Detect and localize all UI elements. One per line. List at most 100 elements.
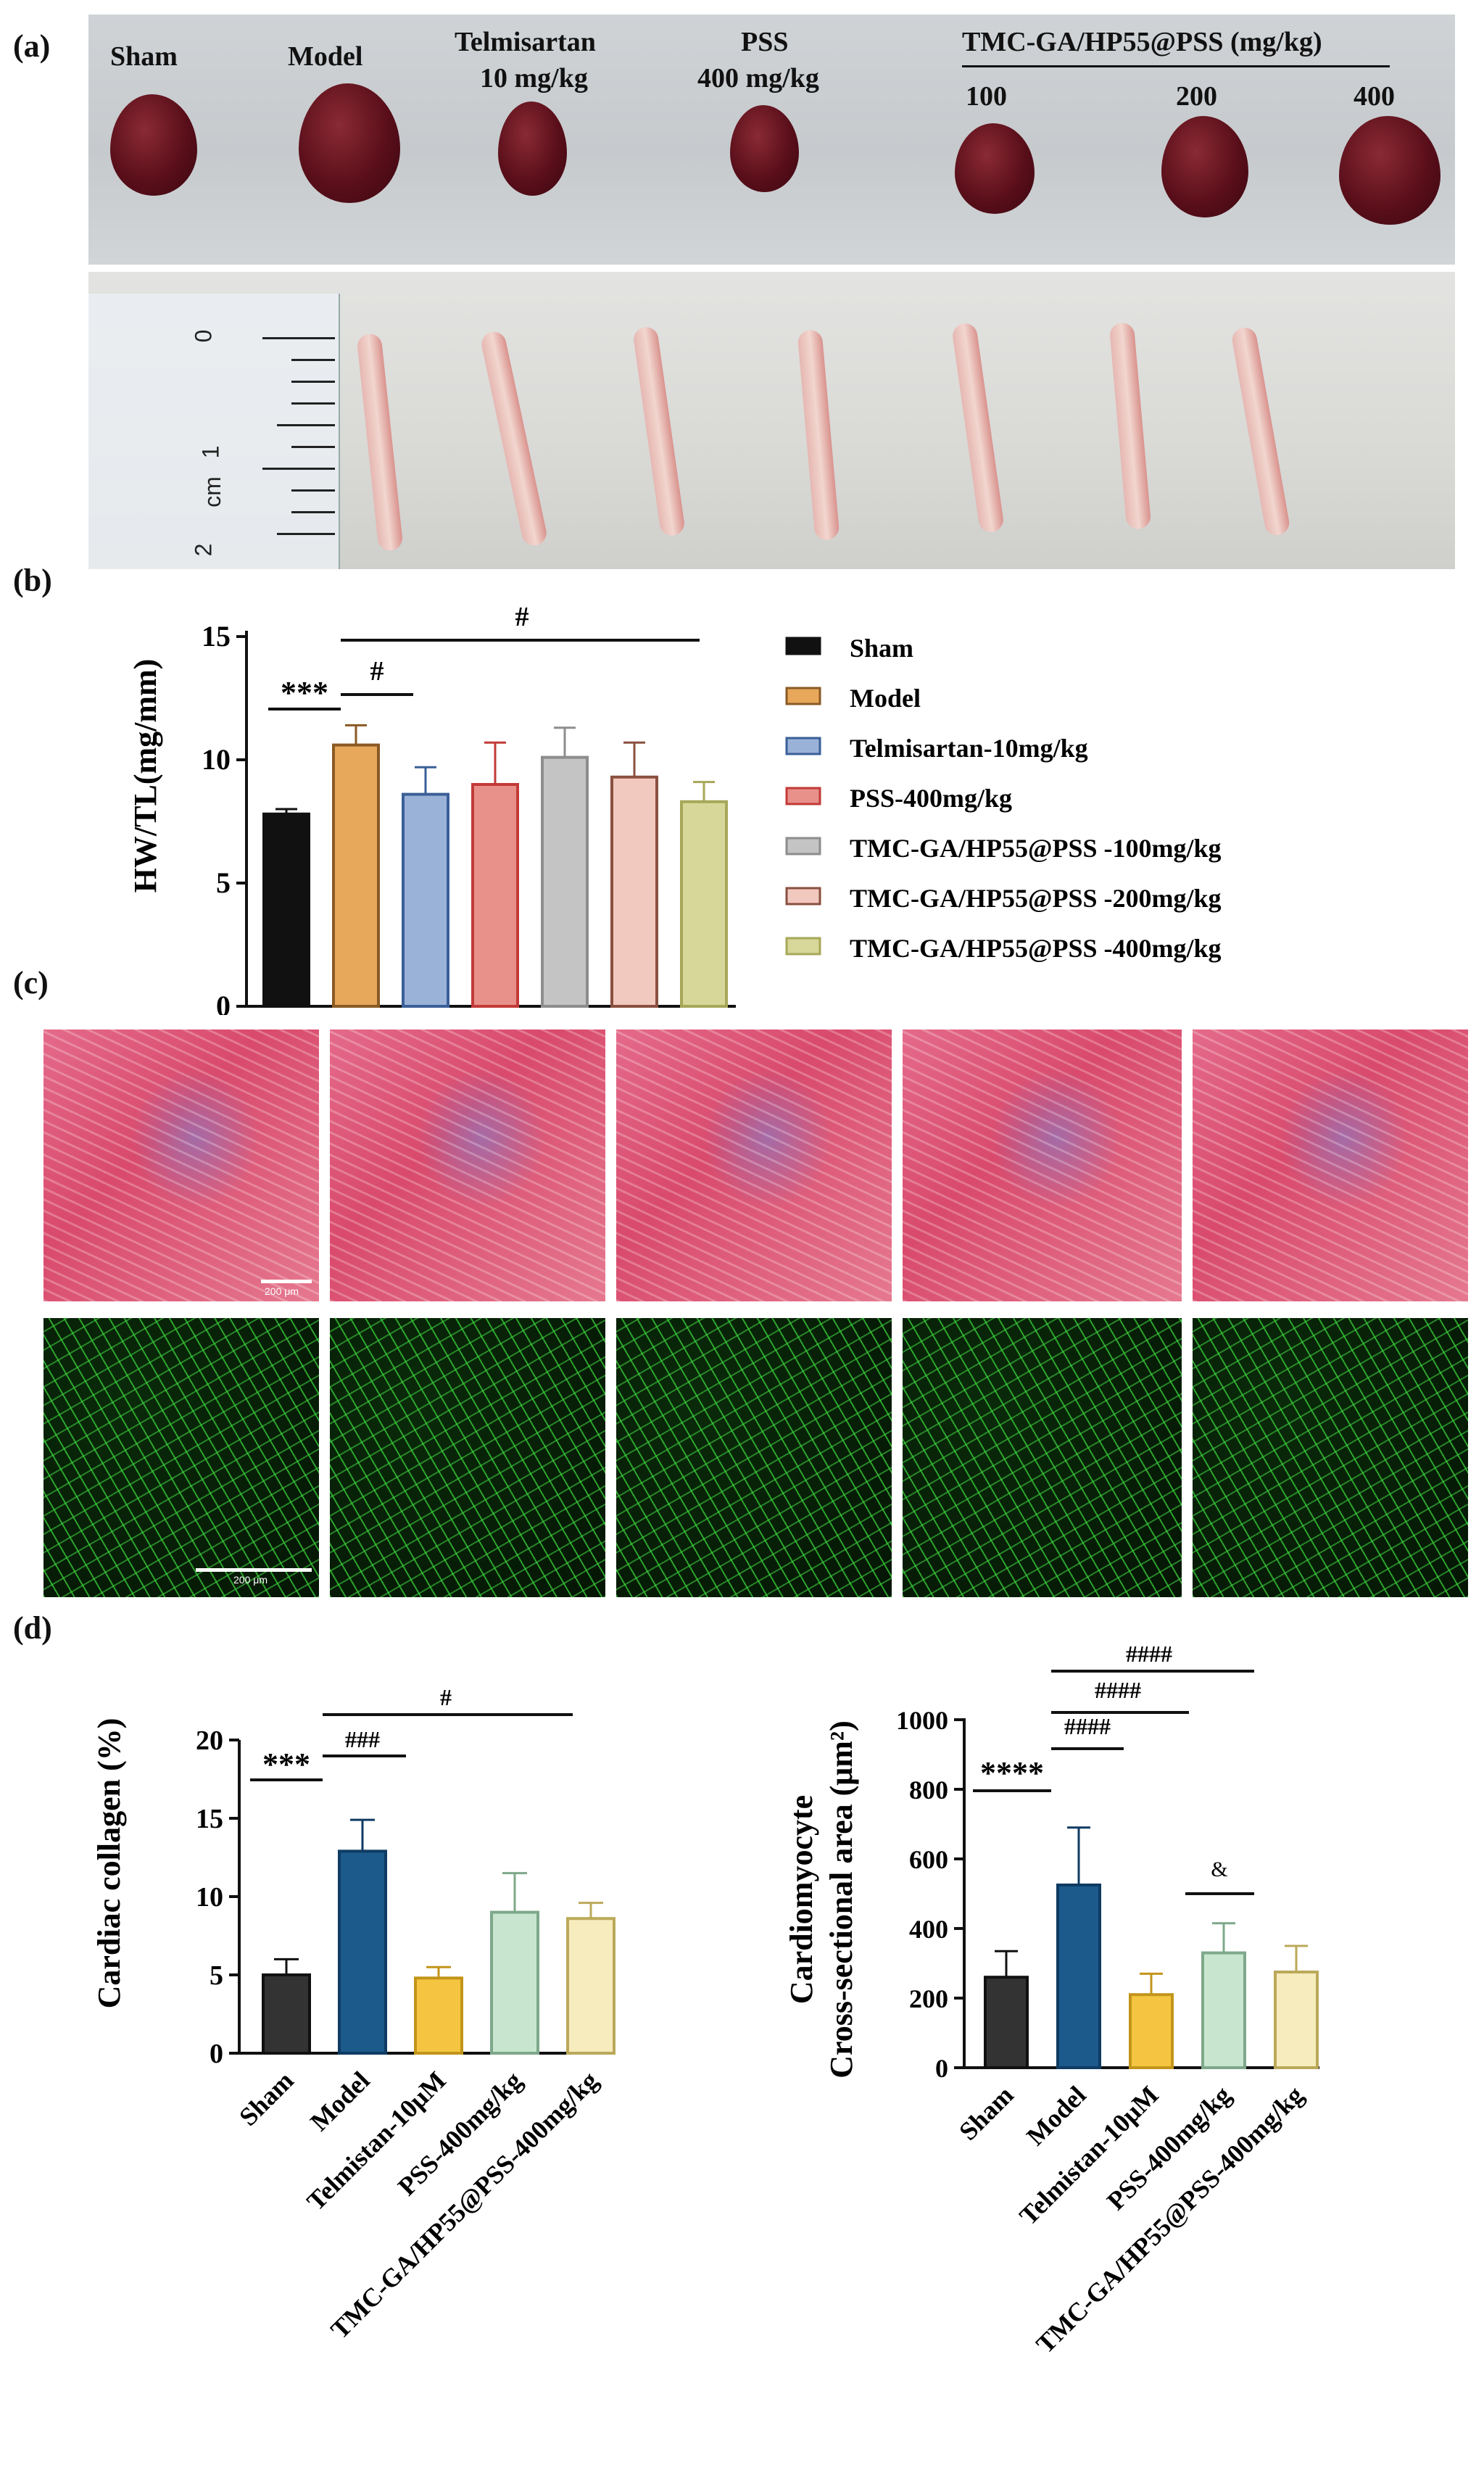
masson-micrograph-4: [903, 1030, 1182, 1301]
x-tick-label-model: Model: [304, 2066, 376, 2137]
heart-sham: [110, 94, 197, 196]
heart-tmc400: [1339, 116, 1441, 225]
legend-swatch-sham: [785, 637, 821, 655]
bar-tmc-ga-hp55-pss-400mg-kg: [566, 1917, 615, 2055]
bar-telmistan-10-m: [1129, 1993, 1174, 2070]
ruler-tick: [277, 424, 335, 426]
heart-pss: [730, 105, 799, 192]
label-telmisartan-1: Telmisartan: [455, 27, 596, 57]
scale-bar: [196, 1568, 312, 1572]
tibia-sham: [356, 333, 404, 552]
legend-swatch-tmc-ga-hp55-pss-200mg-kg: [785, 887, 821, 906]
y-tick-label: 800: [909, 1776, 948, 1805]
cardiac-collagen-bar-chart: Cardiac collagen (%) 0 5 10 15 20 Sham ModelT…: [91, 1684, 615, 2345]
label-model: Model: [288, 41, 363, 72]
y-tick-label: 200: [909, 1984, 948, 2013]
bar-sham: [984, 1976, 1029, 2070]
bar-tmc-ga-hp55-pss-100mg-kg: [541, 755, 589, 1008]
panel-label-a: (a): [13, 28, 51, 64]
ruler-tick: [291, 489, 335, 492]
sig-text-model-tmc400: #: [515, 602, 529, 632]
legend-label-sham: Sham: [850, 634, 913, 663]
scale-bar: [261, 1280, 312, 1283]
masson-micrograph-5: [1193, 1030, 1468, 1301]
legend-swatch-pss-400mg-kg: [785, 787, 821, 805]
hw-tl-bar-chart: HW/TL(mg/mm) 0 5 10 15 *** # # Sham Model Tel…: [128, 602, 1222, 1015]
y-tick-label: 5: [210, 1960, 223, 1991]
y-axis-label-line2: Cross-sectional area (μm²): [824, 1720, 859, 2079]
sig-text-model-tmc: ####: [1126, 1646, 1172, 1667]
y-axis-label: HW/TL(mg/mm): [128, 659, 163, 893]
wga-micrograph-1: 200 μm: [43, 1318, 319, 1597]
heart-model: [299, 83, 400, 203]
label-sham: Sham: [110, 41, 178, 72]
legend-label-tmc-ga-hp55-pss-100mg-kg: TMC-GA/HP55@PSS -100mg/kg: [850, 834, 1222, 863]
masson-micrograph-2: [330, 1030, 605, 1301]
y-axis-label: Cardiac collagen (%): [91, 1718, 127, 2009]
legend-label-pss-400mg-kg: PSS-400mg/kg: [850, 784, 1012, 813]
heart-telmisartan: [498, 102, 567, 196]
sig-text-model-telmi: ####: [1064, 1713, 1111, 1739]
y-tick-label: 400: [909, 1915, 948, 1944]
ruler-tick: [262, 468, 335, 470]
y-axis-label-line1: Cardiomyocyte: [784, 1795, 819, 2004]
bar-tmc-ga-hp55-pss-200mg-kg: [610, 775, 658, 1008]
x-tick-label-telmistan-10-m: Telmistan-10μM: [301, 2066, 451, 2216]
ruler: 0 1 cm 2: [88, 294, 340, 569]
sig-text-sham-model: ***: [281, 675, 328, 710]
ruler-tick: [291, 402, 335, 405]
tibia-tmc400: [1230, 326, 1291, 537]
legend-label-tmc-ga-hp55-pss-400mg-kg: TMC-GA/HP55@PSS -400mg/kg: [850, 934, 1222, 963]
panel-label-d: (d): [13, 1610, 52, 1646]
masson-micrograph-1: 200 μm: [43, 1030, 319, 1301]
y-tick-label: 0: [216, 990, 231, 1015]
bar-pss-400mg-kg: [471, 783, 519, 1008]
heart-tmc200: [1161, 116, 1248, 218]
panel-label-b: (b): [13, 563, 52, 598]
label-dose-200: 200: [1176, 81, 1217, 112]
bar-telmistan-10-m: [414, 1976, 463, 2055]
x-tick-label-sham: Sham: [233, 2066, 299, 2132]
label-telmisartan-2: 10 mg/kg: [480, 63, 588, 94]
sig-text-model-telmisartan: #: [370, 656, 384, 687]
label-dose-100: 100: [966, 81, 1007, 112]
scale-bar-label: 200 μm: [233, 1574, 268, 1586]
label-pss-1: PSS: [741, 27, 789, 57]
ruler-tick: [291, 511, 335, 513]
y-tick-label: 0: [935, 2054, 948, 2083]
tibia-tmc200: [1108, 322, 1152, 530]
y-tick-label: 5: [216, 866, 231, 899]
y-tick-label: 0: [210, 2039, 223, 2069]
wga-micrograph-5: [1193, 1318, 1468, 1597]
wga-micrograph-2: [330, 1318, 605, 1597]
cross-sectional-area-bar-chart: Cardiomyocyte Cross-sectional area (μm²)…: [784, 1646, 1319, 2359]
tibia-pss: [797, 329, 840, 541]
ruler-mark-2: 2: [190, 543, 217, 557]
heart-tmc100: [955, 123, 1035, 214]
panel-label-c: (c): [13, 965, 49, 1000]
bar-model: [1056, 1884, 1101, 2069]
bar-model: [332, 743, 380, 1008]
ruler-mark-0: 0: [190, 329, 217, 343]
x-tick-label-pss-400mg-kg: PSS-400mg/kg: [1101, 2080, 1237, 2216]
y-tick-label: 1000: [896, 1706, 948, 1735]
bar-pss-400mg-kg: [490, 1910, 539, 2055]
bar-tmc-ga-hp55-pss-400mg-kg: [680, 800, 728, 1008]
legend-label-model: Model: [850, 684, 921, 713]
sig-text-sham-model: ***: [262, 1747, 310, 1782]
sig-text-model-tmc: #: [440, 1684, 452, 1710]
wga-micrograph-4: [903, 1318, 1182, 1597]
hearts-photo: Sham Model Telmisartan 10 mg/kg PSS 400 …: [88, 14, 1455, 265]
tibia-model: [479, 329, 549, 548]
masson-micrograph-3: [616, 1030, 892, 1301]
bar-telmisartan-10mg-kg: [402, 792, 449, 1008]
y-tick-label: 600: [909, 1845, 948, 1874]
ruler-mark-cm: cm: [199, 476, 225, 508]
tibia-tmc100: [950, 322, 1006, 534]
wga-micrograph-3: [616, 1318, 892, 1597]
legend-swatch-model: [785, 687, 821, 705]
sig-text-model-pss: ####: [1095, 1677, 1141, 1703]
label-pss-2: 400 mg/kg: [697, 63, 819, 94]
y-tick-label: 10: [196, 1882, 223, 1913]
legend-swatch-tmc-ga-hp55-pss-100mg-kg: [785, 837, 821, 856]
